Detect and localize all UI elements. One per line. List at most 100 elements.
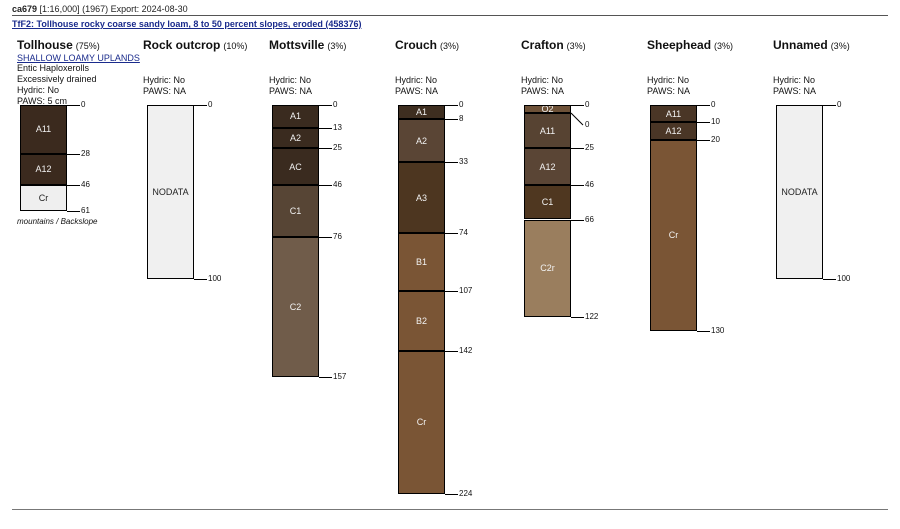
component-name-text: Tollhouse xyxy=(17,38,73,52)
horizon-a12: A12 xyxy=(524,148,571,185)
horizon-nodata: NODATA xyxy=(776,105,823,279)
component-name-text: Crafton xyxy=(521,38,564,52)
depth-tick xyxy=(319,105,332,106)
depth-tick xyxy=(697,105,710,106)
depth-label: 100 xyxy=(208,273,222,283)
depth-tick xyxy=(67,153,80,155)
component-properties: Hydric: No PAWS: NA xyxy=(521,75,646,97)
horizon-label: AC xyxy=(289,161,302,172)
component-property: Hydric: No xyxy=(521,75,564,85)
horizon-a11: A11 xyxy=(524,113,571,149)
component-property: Hydric: No xyxy=(773,75,816,85)
horizon-c2: C2 xyxy=(272,236,319,378)
leader-line xyxy=(571,112,584,126)
horizon-c1: C1 xyxy=(524,184,571,220)
component-properties: Hydric: No PAWS: NA xyxy=(647,75,772,97)
depth-label: 66 xyxy=(585,214,594,224)
horizon-label: A2 xyxy=(289,132,301,143)
component-property: Excessively drained xyxy=(17,74,97,84)
component-name-text: Mottsville xyxy=(269,38,325,52)
component-properties: Hydric: No PAWS: NA xyxy=(143,75,268,97)
component-name: Unnamed (3%) xyxy=(773,38,898,52)
horizon-a11: A11 xyxy=(20,105,67,154)
horizon-label: A12 xyxy=(35,164,52,175)
depth-label: 122 xyxy=(585,311,599,321)
depth-label: 46 xyxy=(81,179,90,189)
horizon-a12: A12 xyxy=(650,122,697,140)
depth-label: 25 xyxy=(333,143,342,153)
depth-label: 142 xyxy=(459,346,473,356)
horizon-label: Cr xyxy=(38,192,49,203)
component-percent: (3%) xyxy=(440,41,460,51)
horizon-label: Cr xyxy=(416,417,427,428)
component-percent: (3%) xyxy=(566,41,586,51)
component-property: PAWS: NA xyxy=(143,86,187,96)
horizon-cr: Cr xyxy=(398,351,445,494)
depth-tick xyxy=(319,184,332,186)
depth-tick xyxy=(571,148,584,150)
horizon-label: A11 xyxy=(539,125,556,136)
depth-tick xyxy=(571,184,584,186)
component-rock-outcrop: Rock outcrop (10%) Hydric: No PAWS: NA xyxy=(143,38,268,97)
depth-tick xyxy=(445,290,458,292)
depth-label: 0 xyxy=(711,100,716,109)
component-name: Tollhouse (75%) xyxy=(17,38,142,52)
mapunit-title-link[interactable]: TfF2: Tollhouse rocky coarse sandy loam,… xyxy=(12,19,362,29)
depth-tick xyxy=(67,105,80,106)
depth-tick xyxy=(445,233,458,235)
depth-label: 8 xyxy=(459,113,464,123)
horizon-b2: B2 xyxy=(398,290,445,352)
depth-label: 157 xyxy=(333,372,347,382)
component-name-text: Rock outcrop xyxy=(143,38,221,52)
depth-tick xyxy=(823,278,836,280)
top-divider xyxy=(12,15,888,16)
component-name: Rock outcrop (10%) xyxy=(143,38,268,52)
component-percent: (3%) xyxy=(327,41,347,51)
ecological-site-link[interactable]: SHALLOW LOAMY UPLANDS xyxy=(17,53,140,63)
depth-tick xyxy=(319,127,332,129)
depth-label: 107 xyxy=(459,285,473,295)
horizon-label: B1 xyxy=(415,257,427,267)
horizon-label: A12 xyxy=(539,161,556,172)
depth-label: 224 xyxy=(459,488,473,498)
component-properties: Hydric: No PAWS: NA xyxy=(773,75,898,97)
depth-label: 74 xyxy=(459,228,468,238)
horizon-a1: A1 xyxy=(398,105,445,119)
depth-tick xyxy=(571,219,584,221)
depth-label: 46 xyxy=(585,179,594,189)
component-property: Hydric: No xyxy=(269,75,312,85)
component-property: Hydric: No xyxy=(17,85,60,95)
horizon-a1: A1 xyxy=(272,105,319,128)
horizon-label: A11 xyxy=(35,124,52,135)
horizon-b1: B1 xyxy=(398,233,445,291)
landform-label: mountains / Backslope xyxy=(17,216,98,226)
depth-tick xyxy=(445,162,458,164)
depth-tick xyxy=(697,139,710,141)
component-properties: Hydric: No PAWS: NA xyxy=(269,75,394,97)
depth-tick xyxy=(445,118,458,120)
horizon-label: A2 xyxy=(415,135,427,146)
component-name: Crouch (3%) xyxy=(395,38,520,52)
depth-tick xyxy=(445,351,458,353)
depth-tick xyxy=(67,210,80,212)
depth-label: 130 xyxy=(711,325,725,335)
mapunit-symbol: ca679 xyxy=(12,4,38,14)
component-name-text: Unnamed xyxy=(773,38,828,52)
depth-label: 33 xyxy=(459,157,468,167)
component-crouch: Crouch (3%) Hydric: No PAWS: NA xyxy=(395,38,520,97)
component-name: Mottsville (3%) xyxy=(269,38,394,52)
thin-horizon-leader xyxy=(571,112,584,126)
component-property: PAWS: NA xyxy=(521,86,565,96)
depth-tick xyxy=(823,105,836,106)
component-properties: Hydric: No PAWS: NA xyxy=(395,75,520,97)
component-property: Hydric: No xyxy=(395,75,438,85)
component-name: Sheephead (3%) xyxy=(647,38,772,52)
depth-label: 25 xyxy=(585,143,594,153)
horizon-label: C2 xyxy=(289,302,302,313)
depth-tick xyxy=(571,105,584,106)
horizon-label: NODATA xyxy=(152,186,189,197)
horizon-label: A1 xyxy=(289,111,301,122)
depth-label: 0 xyxy=(333,100,338,109)
horizon-nodata: NODATA xyxy=(147,105,194,279)
component-unnamed: Unnamed (3%) Hydric: No PAWS: NA xyxy=(773,38,898,97)
